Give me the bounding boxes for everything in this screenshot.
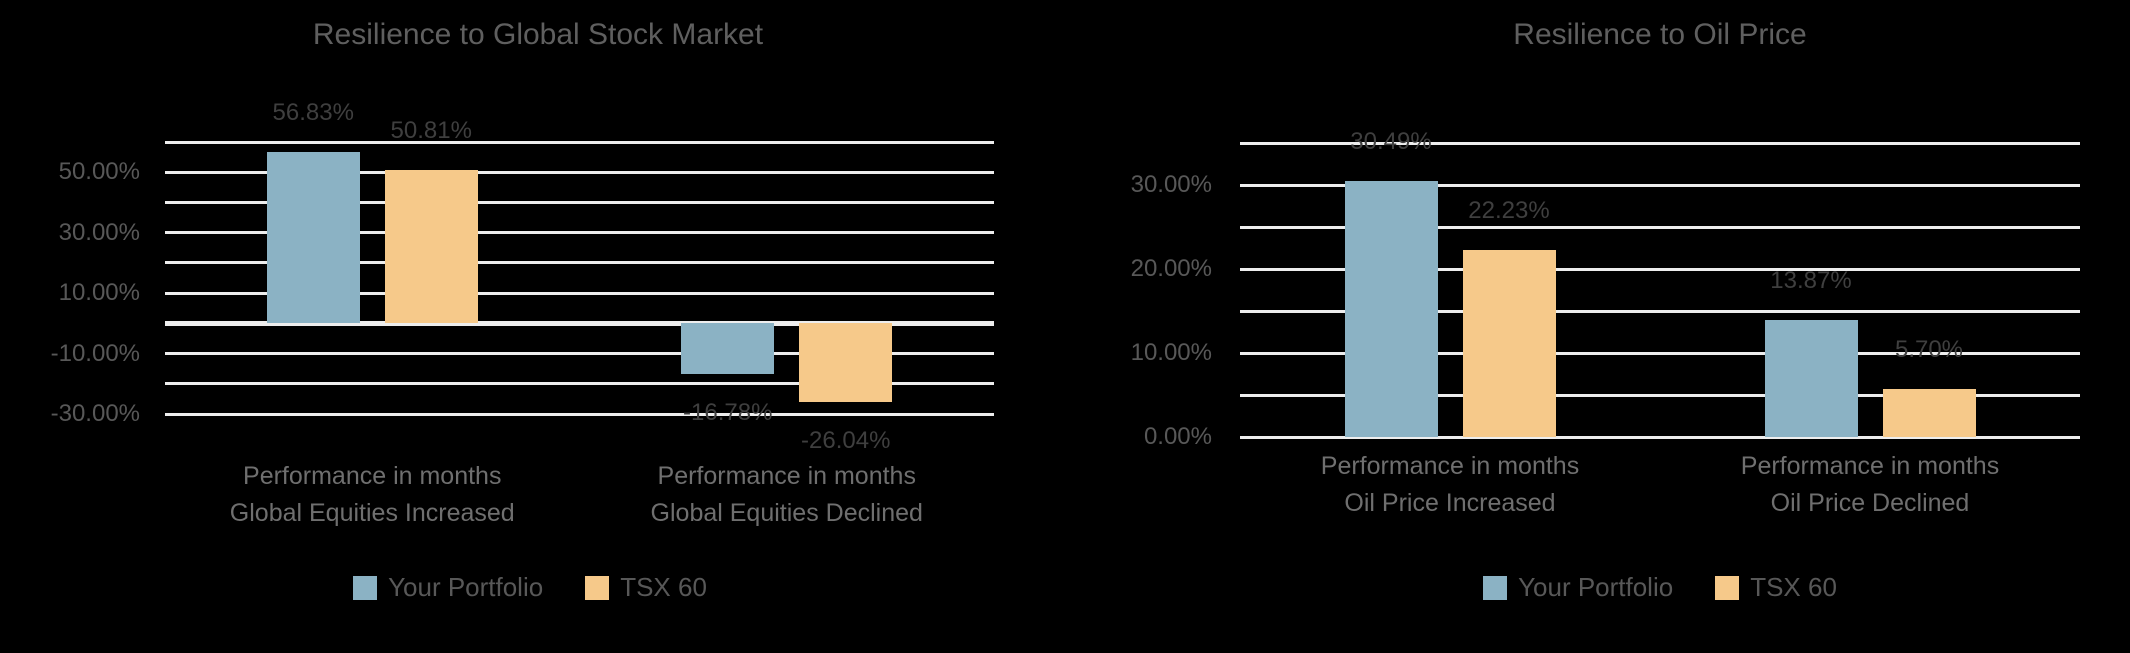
gridline (165, 200, 994, 204)
category-label: Performance in months Global Equities Inc… (142, 458, 602, 532)
y-axis-label: 10.00% (1130, 339, 1212, 366)
gridline (165, 320, 994, 326)
gridline (165, 231, 994, 235)
legend-swatch (585, 575, 610, 600)
category-label-line: Performance in months (1320, 452, 1580, 480)
gridline (1240, 183, 2080, 187)
category-label: Performance in months Oil Price Declined (1640, 448, 2100, 522)
legend-item: Your Portfolio (1483, 572, 1673, 603)
bar-your-portfolio (681, 323, 775, 375)
chart-title: Resilience to Oil Price (1513, 18, 1807, 51)
y-axis-label: 30.00% (1130, 171, 1212, 198)
gridline (165, 352, 994, 356)
gridline (1240, 225, 2080, 229)
gridline (165, 170, 994, 174)
y-axis-label: -30.00% (50, 400, 140, 427)
bar-tsx-60 (1462, 250, 1556, 437)
gridline (165, 140, 994, 144)
legend-label: Your Portfolio (388, 572, 544, 602)
legend-item: TSX 60 (585, 572, 707, 603)
data-label: -16.78% (683, 399, 773, 427)
chart-resilience-global-stock-market: Resilience to Global Stock Market 56.83%… (50, 18, 1017, 603)
gridline (1240, 435, 2080, 439)
category-label: Performance in months Global Equities Dec… (557, 458, 1017, 532)
gridline (165, 412, 994, 416)
legend-item: TSX 60 (1715, 572, 1837, 603)
category-label-line: Oil Price Declined (1770, 489, 1970, 517)
legend: Your Portfolio TSX 60 (130, 572, 930, 603)
gridline (1240, 309, 2080, 313)
category-label-line: Oil Price Increased (1344, 489, 1556, 517)
category-label-line: Global Equities Increased (229, 499, 515, 527)
data-label: 50.81% (390, 116, 472, 144)
bar-your-portfolio (266, 151, 360, 324)
y-axis-label: 20.00% (1130, 255, 1212, 282)
y-axis-label: 0.00% (1143, 423, 1212, 450)
legend-label: TSX 60 (1750, 572, 1837, 602)
legend-swatch (1483, 575, 1508, 600)
y-axis-label: 10.00% (58, 279, 140, 307)
legend-label: Your Portfolio (1518, 572, 1674, 602)
bar-tsx-60 (384, 169, 478, 324)
data-label: 13.87% (1770, 267, 1852, 295)
data-label: 56.83% (272, 98, 354, 126)
gridline (1240, 351, 2080, 355)
legend-item: Your Portfolio (353, 572, 543, 603)
plot-area: 56.83% -16.78% 50.81% -26.04% (165, 99, 994, 454)
legend-swatch (353, 575, 378, 600)
y-axis-label: 50.00% (58, 158, 140, 186)
gridline (165, 382, 994, 386)
gridline (165, 291, 994, 295)
data-label: -26.04% (801, 427, 891, 455)
category-label-line: Performance in months (1740, 452, 2000, 480)
data-label: 22.23% (1468, 197, 1550, 225)
gridline (165, 261, 994, 265)
chart-title: Resilience to Global Stock Market (312, 18, 764, 51)
legend-swatch (1715, 575, 1740, 600)
category-label-line: Global Equities Declined (650, 499, 923, 527)
legend-label: TSX 60 (620, 572, 707, 602)
bar-tsx-60 (1882, 389, 1976, 437)
data-label: 5.70% (1894, 336, 1964, 364)
data-label: 30.49% (1350, 127, 1432, 155)
plot-area: 30.49% 13.87% 22.23% 5.70% (1240, 128, 2080, 439)
y-axis-label: 30.00% (58, 218, 140, 246)
gridline (1240, 267, 2080, 271)
bar-tsx-60 (799, 323, 893, 403)
y-axis-label: -10.00% (50, 339, 140, 367)
chart-resilience-oil-price: Resilience to Oil Price 30.49% 13.87% 22.2… (1065, 0, 2130, 653)
gridline (1240, 393, 2080, 397)
category-label: Performance in months Oil Price Increased (1220, 448, 1680, 522)
category-label-line: Performance in months (657, 462, 916, 490)
legend: Your Portfolio TSX 60 (1260, 572, 2060, 603)
category-label-line: Performance in months (243, 462, 502, 490)
bar-your-portfolio (1344, 180, 1438, 437)
gridline (1240, 141, 2080, 145)
bar-your-portfolio (1764, 320, 1858, 437)
